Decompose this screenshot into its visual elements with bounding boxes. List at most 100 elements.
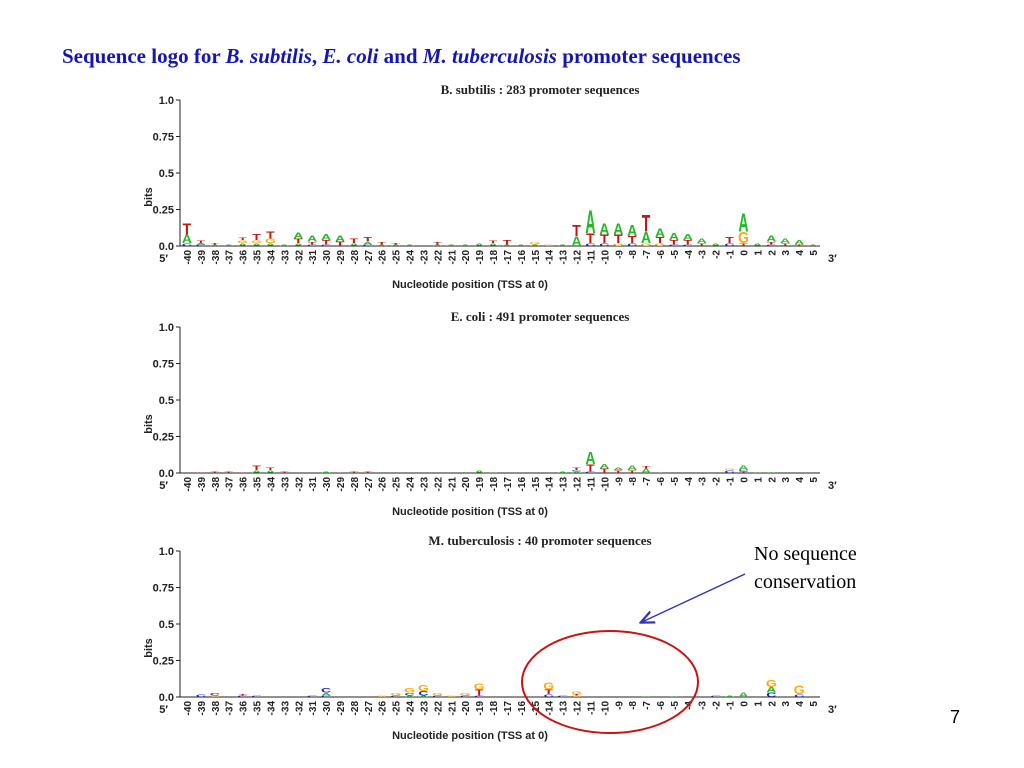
logo-letter-T: T xyxy=(238,237,248,241)
logo-letter-C: C xyxy=(738,470,748,472)
logo-letter-T: T xyxy=(781,243,791,247)
x-tick-label: -20 xyxy=(461,477,472,492)
y-tick-label: 0.75 xyxy=(153,583,174,595)
x-tick-label: -38 xyxy=(211,477,222,492)
logo-chart-mtuberculosis: M. tuberculosis : 40 promoter sequences 0… xyxy=(143,533,837,742)
logo-title: M. tuberculosis : 40 promoter sequences xyxy=(428,533,651,548)
x-tick-label: -36 xyxy=(239,250,250,265)
logo-letter-C: C xyxy=(307,244,317,246)
logo-panel-ecoli: E. coli : 491 promoter sequences 0.0 0.25 0… xyxy=(140,307,840,518)
x-tick-label: -13 xyxy=(559,250,570,265)
y-tick-label: 1.0 xyxy=(159,546,174,558)
x-tick-label: -11 xyxy=(586,477,597,491)
x-tick-label: -2 xyxy=(712,250,723,259)
x-tick-label: -1 xyxy=(726,477,737,486)
logo-letter-A: A xyxy=(738,465,748,472)
logo-letter-T: T xyxy=(642,466,652,470)
logo-letter-T: T xyxy=(600,232,609,246)
logo-letter-A: A xyxy=(293,232,303,240)
logo-letter-C: C xyxy=(683,244,693,246)
logo-letter-T: T xyxy=(489,240,499,244)
logo-letter-T: T xyxy=(211,471,220,473)
logo-letter-C: C xyxy=(196,694,207,698)
x-tick-label: 4 xyxy=(795,250,806,256)
logo-letter-T: T xyxy=(350,471,359,473)
logo-letter-A: A xyxy=(808,244,818,246)
x-tick-label: -2 xyxy=(712,477,723,486)
x-tick-label: -36 xyxy=(239,477,250,492)
x-tick-label: -38 xyxy=(211,250,222,265)
x-tick-label: -18 xyxy=(489,701,500,716)
logo-letter-A: A xyxy=(516,244,526,246)
x-tick-label: -9 xyxy=(614,701,625,710)
logo-letter-T: T xyxy=(266,230,275,242)
x-tick-label: -25 xyxy=(392,477,403,492)
x-tick-label: -14 xyxy=(545,701,556,716)
y-tick-label: 1.0 xyxy=(159,322,174,334)
title-part: , xyxy=(311,44,323,68)
x-tick-label: -34 xyxy=(266,701,277,716)
y-tick-label: 0.5 xyxy=(159,168,174,180)
logo-letter-A: A xyxy=(251,243,262,247)
x-tick-label: -27 xyxy=(364,477,375,492)
logo-letter-C: C xyxy=(418,691,428,698)
logo-letter-T: T xyxy=(364,237,373,244)
logo-letter-A: A xyxy=(738,209,748,238)
logo-letter-A: A xyxy=(488,243,499,247)
annotation-line: No sequence xyxy=(754,543,857,565)
y-tick-label: 0.25 xyxy=(153,656,174,668)
x-tick-label: 3 xyxy=(781,250,792,256)
y-tick-label: 0.25 xyxy=(153,205,174,217)
x-tick-label: -28 xyxy=(350,477,361,492)
logo-letter-C: C xyxy=(669,244,679,246)
logo-letter-C: C xyxy=(363,244,373,246)
y-axis-label: bits xyxy=(143,414,155,434)
logo-letter-A: A xyxy=(293,243,304,247)
x-tick-label: -3 xyxy=(698,701,709,710)
logo-letter-T: T xyxy=(224,471,233,473)
logo-letter-A: A xyxy=(725,695,735,697)
x-tick-label: -31 xyxy=(308,250,319,265)
logo-letter-C: C xyxy=(725,243,736,247)
x-tick-label: -32 xyxy=(294,477,305,492)
x-tick-label: 0 xyxy=(739,250,750,256)
logo-letter-T: T xyxy=(308,241,318,245)
logo-letter-C: C xyxy=(182,243,193,247)
logo-letter-C: C xyxy=(474,695,484,697)
logo-letter-A: A xyxy=(446,244,456,246)
logo-letter-A: A xyxy=(641,229,651,247)
x-tick-label: -30 xyxy=(322,250,333,265)
logo-letter-C: C xyxy=(405,692,416,696)
logo-letter-A: A xyxy=(321,471,331,473)
logo-letter-C: C xyxy=(585,243,596,247)
x-tick-label: 5 xyxy=(809,701,820,707)
logo-letter-T: T xyxy=(322,240,331,247)
logo-letter-G: G xyxy=(724,468,735,470)
x-tick-label: -10 xyxy=(600,250,611,265)
logo-letter-T: T xyxy=(280,471,289,473)
title-part: promoter sequences xyxy=(556,44,741,68)
logo-letter-T: T xyxy=(725,237,734,245)
logo-letter-C: C xyxy=(321,695,331,697)
logo-letter-T: T xyxy=(433,241,443,245)
logo-title: B. subtilis : 283 promoter sequences xyxy=(441,82,640,97)
title-part-species-2: E. coli xyxy=(322,44,379,68)
x-tick-label: -30 xyxy=(322,477,333,492)
x-tick-label: 3 xyxy=(781,477,792,483)
logo-letter-A: A xyxy=(474,470,485,474)
x-tick-label: -12 xyxy=(573,250,584,265)
x-tick-label: -22 xyxy=(433,250,444,265)
logo-letter-G: G xyxy=(766,678,777,690)
x-tick-label: -23 xyxy=(419,701,430,716)
x-tick-label: 2 xyxy=(767,477,778,483)
logo-letter-C: C xyxy=(571,470,581,472)
y-axis-label: bits xyxy=(143,187,155,207)
logo-letter-A: A xyxy=(321,692,332,696)
x-tick-label: -14 xyxy=(545,477,556,492)
logo-panel-bsubtilis: B. subtilis : 283 promoter sequences 0.0 0… xyxy=(140,80,840,291)
x-tick-label: -16 xyxy=(517,250,528,265)
logo-letter-T: T xyxy=(739,243,749,247)
x-tick-label: -29 xyxy=(336,701,347,716)
title-part: and xyxy=(378,44,423,68)
logo-letter-A: A xyxy=(585,449,595,469)
